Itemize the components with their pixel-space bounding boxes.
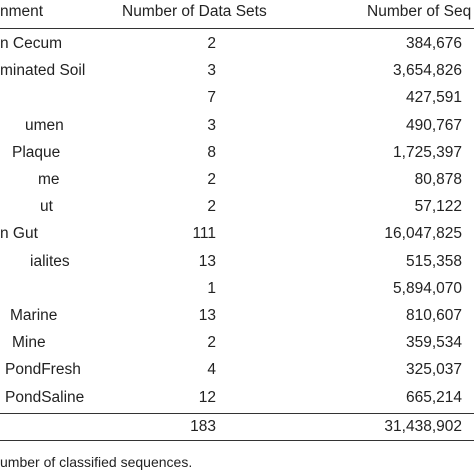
- data-sets-cell: 3: [207, 62, 216, 80]
- data-sets-cell: 13: [198, 307, 216, 324]
- total-rule: [0, 413, 474, 414]
- data-sets-cell: 2: [207, 334, 216, 352]
- sequences-cell: 16,047,825: [384, 225, 462, 243]
- sequences-cell: 665,214: [405, 388, 462, 406]
- sequences-cell: 490,767: [405, 116, 462, 134]
- header-rule: [0, 28, 474, 29]
- data-sets-cell: 12: [198, 388, 216, 406]
- data-sets-cell: 2: [207, 171, 216, 188]
- environment-cell: PondFresh: [5, 361, 81, 379]
- data-sets-cell: 3: [207, 116, 216, 134]
- environment-cell: ut: [40, 198, 53, 216]
- data-sets-cell: 111: [192, 225, 216, 243]
- header-cell: nment: [0, 3, 44, 20]
- sequences-cell: 810,607: [405, 307, 462, 324]
- data-sets-cell: 7: [207, 89, 216, 107]
- environment-cell: minated Soil: [0, 62, 86, 80]
- data-sets-cell: 4: [207, 361, 216, 379]
- sequences-cell: 80,878: [414, 171, 462, 188]
- footnote: umber of classified sequences.: [0, 454, 193, 470]
- data-sets-cell: 1: [207, 279, 216, 297]
- environment-cell: n Gut: [0, 225, 38, 243]
- environment-cell: n Cecum: [0, 35, 63, 52]
- environment-cell: Marine: [10, 307, 58, 324]
- total-data-sets: 183: [190, 418, 216, 435]
- header-cell: Number of Seq: [367, 3, 472, 20]
- environment-cell: umen: [25, 116, 64, 134]
- environment-cell: Mine: [12, 334, 46, 352]
- bottom-rule: [0, 440, 474, 441]
- total-sequences: 31,438,902: [384, 418, 462, 435]
- sequences-cell: 325,037: [405, 361, 462, 379]
- sequences-cell: 1,725,397: [393, 143, 462, 161]
- data-sets-cell: 8: [207, 143, 216, 161]
- environment-cell: me: [38, 171, 60, 188]
- sequences-cell: 359,534: [405, 334, 462, 352]
- sequences-cell: 57,122: [414, 198, 462, 216]
- environment-cell: Plaque: [12, 143, 61, 161]
- header-cell: Number of Data Sets: [122, 3, 267, 20]
- environment-cell: ialites: [30, 252, 70, 270]
- sequences-cell: 515,358: [405, 252, 462, 270]
- sequences-cell: 3,654,826: [393, 62, 462, 80]
- sequences-cell: 5,894,070: [393, 279, 462, 297]
- environment-cell: PondSaline: [5, 388, 85, 406]
- data-sets-cell: 2: [207, 35, 216, 52]
- sequences-cell: 384,676: [405, 35, 462, 52]
- data-sets-cell: 2: [207, 198, 216, 216]
- data-sets-cell: 13: [198, 252, 216, 270]
- sequences-cell: 427,591: [405, 89, 462, 107]
